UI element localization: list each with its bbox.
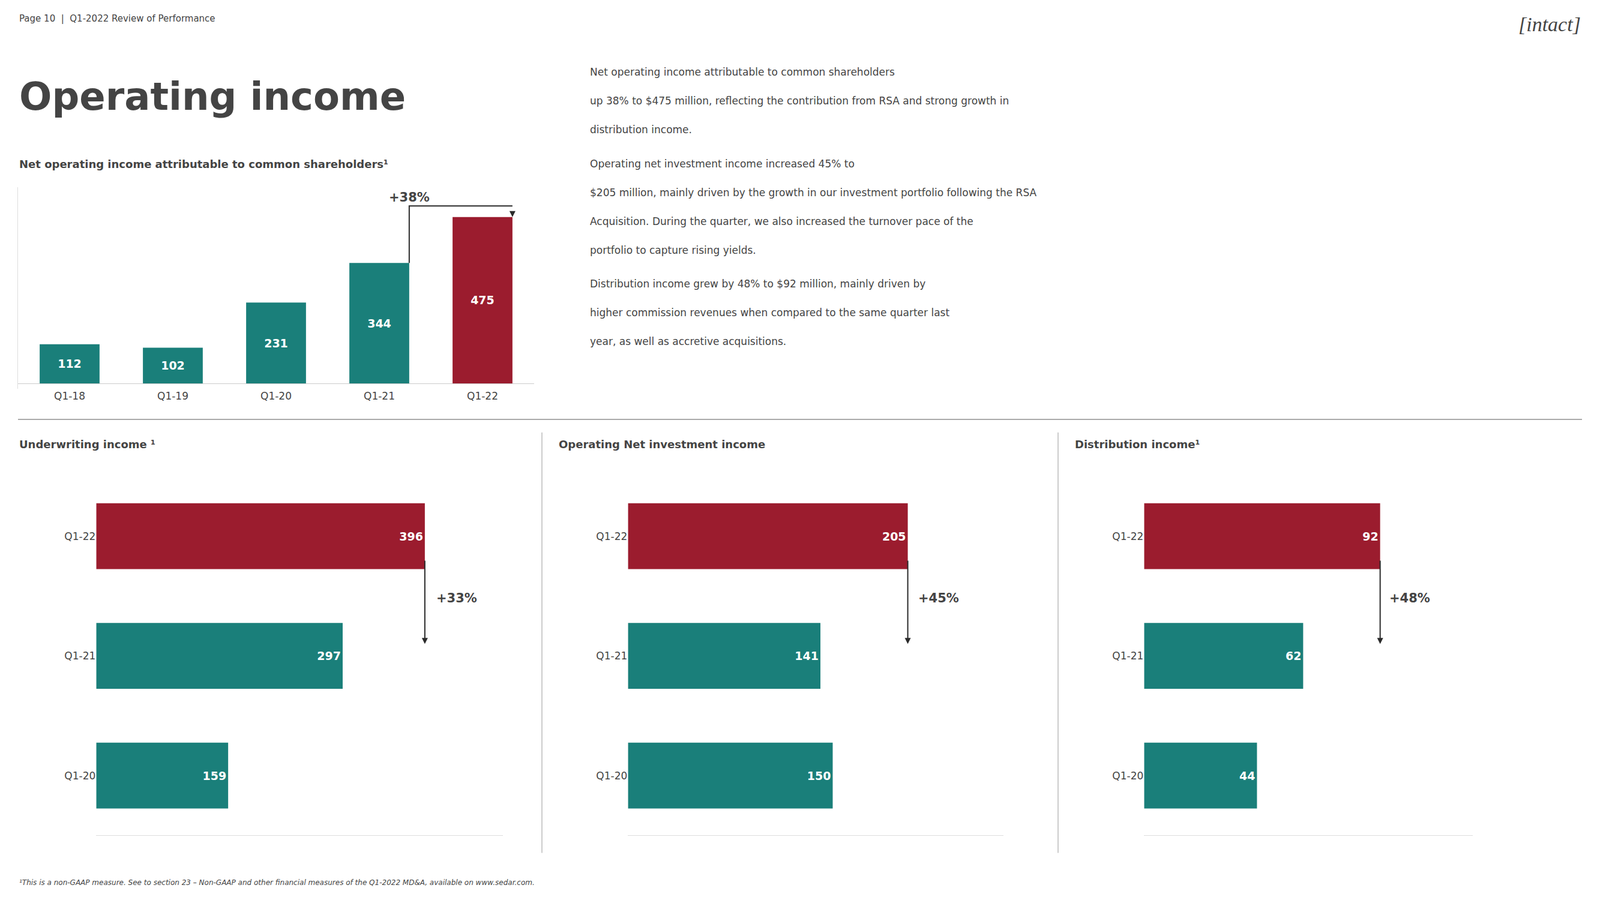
svg-text:Page 10 | Q1-2022 Review of: Page 10 | Q1-2022 Review of Performance: [19, 13, 216, 25]
svg-text:distribution income.: distribution income.: [589, 123, 692, 136]
svg-text:Q1-21: Q1-21: [595, 649, 628, 662]
svg-text:Q1-18: Q1-18: [54, 390, 86, 403]
svg-text:141: 141: [794, 649, 819, 663]
svg-text:¹This is a non-GAAP measure. S: ¹This is a non-GAAP measure. See to sect…: [19, 878, 535, 888]
svg-text:up 38% to $475 million, reflec: up 38% to $475 million, reflecting the c…: [589, 94, 1009, 107]
svg-text:+38%: +38%: [388, 190, 430, 205]
svg-text:Q1-21: Q1-21: [363, 390, 395, 403]
svg-text:Operating net investment incom: Operating net investment income increase…: [589, 157, 855, 170]
svg-text:62: 62: [1285, 649, 1302, 663]
svg-text:Q1-21: Q1-21: [1112, 649, 1144, 662]
svg-text:112: 112: [57, 357, 82, 371]
svg-text:Q1-19: Q1-19: [157, 390, 189, 403]
svg-text:higher commission revenues whe: higher commission revenues when compared…: [589, 306, 950, 319]
svg-text:159: 159: [202, 769, 227, 783]
svg-text:150: 150: [807, 769, 832, 783]
svg-text:Underwriting income ¹: Underwriting income ¹: [19, 438, 156, 451]
svg-text:year, as well as accretive acq: year, as well as accretive acquisitions.: [589, 335, 787, 348]
svg-text:$205 million, mainly driven by: $205 million, mainly driven by the growt…: [589, 186, 1037, 199]
svg-text:Operating Net investment incom: Operating Net investment income: [558, 438, 766, 451]
svg-text:+48%: +48%: [1389, 591, 1431, 606]
svg-text:Q1-21: Q1-21: [64, 649, 96, 662]
svg-text:portfolio to capture rising yi: portfolio to capture rising yields.: [589, 244, 757, 257]
svg-text:102: 102: [160, 358, 185, 373]
svg-text:Distribution income¹: Distribution income¹: [1074, 438, 1200, 451]
svg-text:Q1-22: Q1-22: [64, 530, 96, 543]
svg-text:Q1-20: Q1-20: [1112, 769, 1144, 782]
svg-text:+33%: +33%: [436, 591, 478, 606]
svg-text:[intact]: [intact]: [1518, 13, 1581, 36]
svg-text:Acquisition. During the quarte: Acquisition. During the quarter, we also…: [589, 215, 974, 228]
svg-text:Distribution income grew by 48: Distribution income grew by 48% to $92 m…: [589, 277, 926, 290]
svg-text:Net operating income attributa: Net operating income attributable to com…: [19, 157, 389, 171]
svg-text:92: 92: [1362, 529, 1378, 544]
svg-text:205: 205: [882, 529, 907, 544]
svg-text:Operating income: Operating income: [19, 74, 406, 119]
svg-text:Q1-20: Q1-20: [595, 769, 628, 782]
svg-text:Q1-20: Q1-20: [260, 390, 292, 403]
svg-text:Q1-22: Q1-22: [1112, 530, 1144, 543]
svg-text:Net operating income attributa: Net operating income attributable to com…: [589, 66, 895, 79]
svg-text:44: 44: [1239, 769, 1255, 783]
svg-text:+45%: +45%: [918, 591, 960, 606]
svg-text:344: 344: [367, 316, 392, 331]
svg-text:297: 297: [316, 649, 341, 663]
svg-text:Q1-20: Q1-20: [64, 769, 96, 782]
svg-text:396: 396: [399, 529, 424, 544]
svg-text:231: 231: [264, 336, 289, 350]
svg-text:475: 475: [470, 293, 495, 307]
svg-text:Q1-22: Q1-22: [466, 390, 499, 403]
svg-text:Q1-22: Q1-22: [595, 530, 628, 543]
